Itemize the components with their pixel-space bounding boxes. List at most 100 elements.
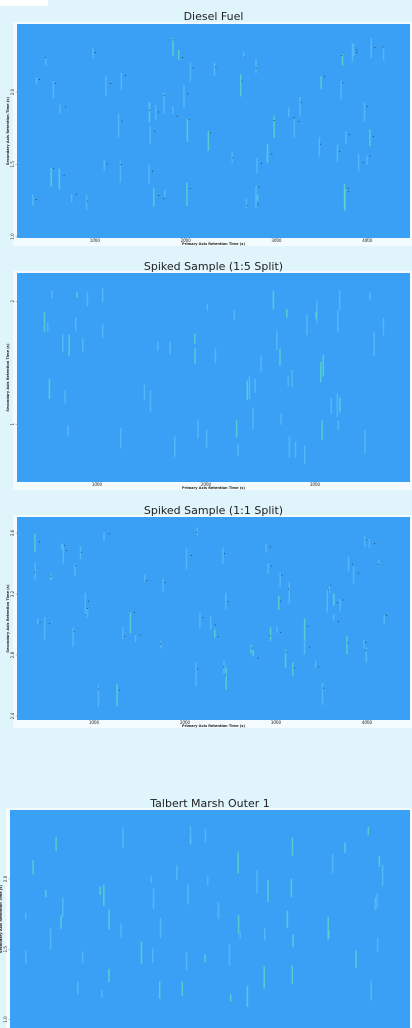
streak — [55, 837, 57, 851]
streak — [72, 627, 74, 648]
streak — [228, 944, 231, 966]
streak — [34, 562, 37, 581]
streak — [81, 337, 84, 353]
y-axis-label: Secondary Axis Retention Time (s) — [6, 584, 10, 653]
streaks — [32, 37, 385, 211]
streak — [288, 582, 290, 604]
peak-dot — [300, 101, 302, 103]
peak-dot — [362, 162, 364, 164]
y-axis-label: Secondary Axis Retention Time (s) — [0, 885, 3, 954]
streak — [79, 546, 82, 560]
streak — [195, 662, 197, 687]
streak — [99, 886, 102, 895]
streak — [293, 119, 296, 138]
streak — [186, 182, 188, 207]
streak — [364, 429, 366, 454]
streak — [116, 683, 118, 707]
streak — [134, 634, 137, 643]
peak-dot — [187, 93, 189, 95]
streak — [117, 113, 120, 138]
streak — [101, 288, 104, 303]
streak — [37, 618, 39, 625]
streak — [169, 341, 171, 355]
x-tick-label: 1000 — [89, 720, 100, 725]
streak — [383, 615, 386, 624]
chart-title: Spiked Sample (1:5 Split) — [144, 260, 283, 273]
streak — [62, 334, 64, 352]
peak-dot — [63, 174, 65, 176]
peak-dot — [52, 167, 54, 169]
streak — [303, 618, 306, 640]
streak — [213, 62, 216, 77]
streak — [363, 639, 365, 649]
peak-dot — [223, 666, 225, 668]
peak-dot — [139, 634, 141, 636]
streak — [214, 347, 217, 363]
streak — [62, 897, 64, 918]
peak-dot — [374, 543, 376, 545]
peak-dot — [160, 643, 162, 645]
streak — [76, 291, 78, 298]
streak — [280, 413, 282, 425]
streak — [209, 615, 212, 630]
x-axis-label: Primary Axis Retention Time (s) — [182, 486, 245, 490]
streak — [256, 194, 259, 201]
streak — [367, 826, 370, 836]
peak-dot — [250, 647, 252, 649]
peak-dot — [45, 57, 47, 59]
streak — [336, 393, 339, 417]
y-tick-label: 3.2 — [10, 590, 15, 597]
streak — [144, 574, 146, 582]
streak — [246, 986, 249, 1008]
streak — [25, 950, 27, 964]
streak — [164, 189, 166, 198]
streak — [120, 72, 123, 90]
peak-dot — [280, 600, 282, 602]
peak-dot — [157, 111, 159, 113]
peak-dot — [347, 187, 349, 189]
y-tick-label: 2.8 — [10, 651, 15, 658]
peak-dot — [120, 164, 122, 166]
plot-area — [17, 24, 410, 238]
peak-dot — [243, 56, 245, 58]
streak — [299, 97, 301, 117]
streak — [363, 536, 366, 548]
peak-dot — [320, 143, 322, 145]
streak — [185, 548, 188, 570]
y-tick-label: 2.0 — [10, 88, 15, 95]
y-tick-label: 2 — [10, 300, 15, 303]
streak — [32, 194, 34, 206]
streak — [370, 38, 372, 59]
peak-dot — [317, 666, 319, 668]
streak — [85, 195, 88, 211]
peak-dot — [224, 553, 226, 555]
peak-dot — [98, 688, 100, 690]
streak — [206, 303, 209, 311]
streak — [273, 115, 275, 139]
peak-dot — [119, 689, 121, 691]
streak — [68, 335, 70, 357]
streak — [343, 183, 346, 208]
peak-dot — [75, 565, 77, 567]
peak-dot — [342, 82, 344, 84]
streak — [32, 860, 34, 875]
peak-dot — [365, 641, 367, 643]
streak — [378, 856, 381, 867]
streak — [189, 62, 192, 81]
peak-dot — [209, 132, 211, 134]
peak-dot — [146, 580, 148, 582]
streak — [382, 47, 385, 61]
streak — [246, 380, 248, 401]
streak — [336, 310, 339, 332]
streak — [163, 92, 165, 114]
streak — [292, 934, 294, 948]
streak — [143, 384, 146, 401]
streak — [84, 593, 87, 614]
peak-dot — [356, 52, 358, 54]
streak — [314, 660, 317, 668]
peak-dot — [107, 163, 109, 165]
streak — [256, 157, 258, 174]
peak-dot — [246, 204, 248, 206]
streak — [231, 152, 234, 164]
peak-dot — [196, 531, 198, 533]
